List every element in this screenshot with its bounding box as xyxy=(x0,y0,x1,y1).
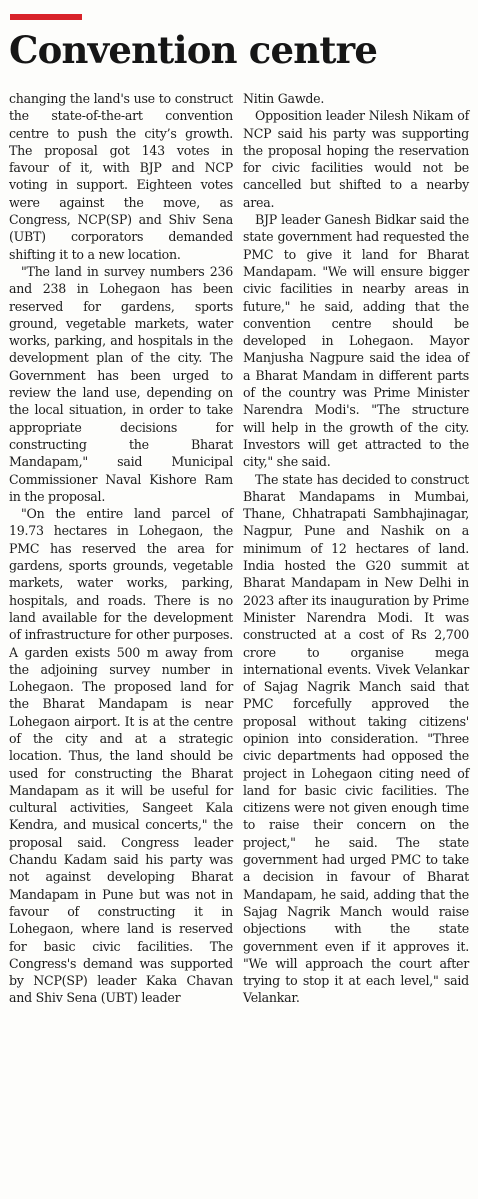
right-column: Nitin Gawde. Opposition leader Nilesh Ni… xyxy=(243,90,469,1007)
paragraph: "The land in survey numbers 236 and 238 … xyxy=(9,263,233,504)
paragraph: The state has decided to construct Bhara… xyxy=(243,471,469,1006)
headline: Convention centre xyxy=(9,28,378,72)
paragraph: changing the land's use to construct the… xyxy=(9,91,233,262)
accent-bar xyxy=(10,14,82,20)
paragraph: Opposition leader Nilesh Nikam of NCP sa… xyxy=(243,108,469,210)
paragraph: BJP leader Ganesh Bidkar said the state … xyxy=(243,212,469,470)
left-column: changing the land's use to construct the… xyxy=(9,90,233,1007)
paragraph: Nitin Gawde. xyxy=(243,91,325,106)
paragraph: "On the entire land parcel of 19.73 hect… xyxy=(9,506,233,1006)
